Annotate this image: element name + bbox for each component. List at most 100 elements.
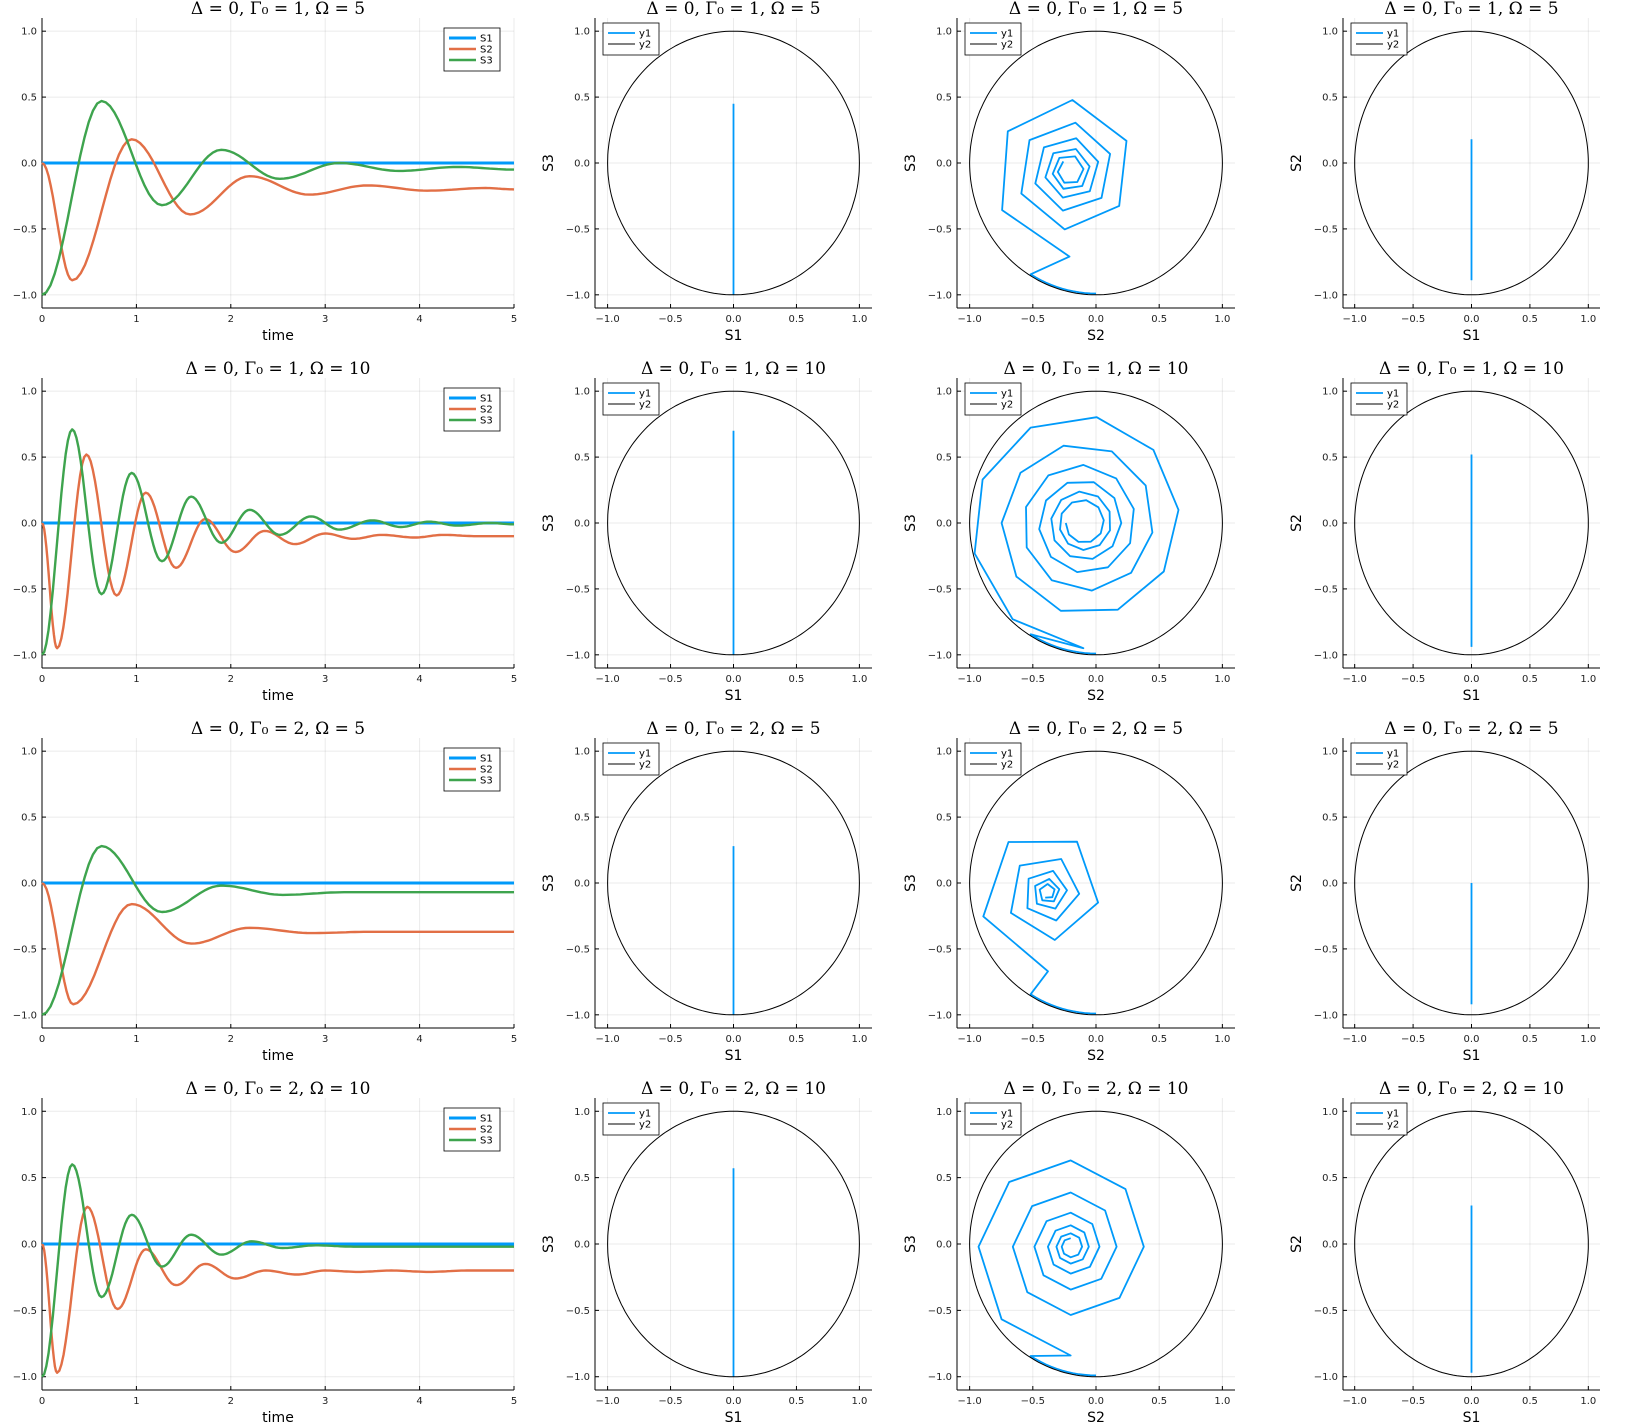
x-tick-label: 2 — [228, 1034, 234, 1045]
legend-label: y1 — [1387, 1109, 1399, 1120]
y-tick-label: 1.0 — [21, 27, 37, 38]
legend-label: y2 — [1001, 400, 1013, 411]
x-tick-label: 3 — [322, 1396, 328, 1407]
x-tick-label: −1.0 — [1343, 314, 1367, 325]
x-axis-label: S2 — [1087, 328, 1105, 344]
x-axis-label: time — [262, 1410, 294, 1426]
legend-box — [964, 382, 1022, 416]
y-tick-label: 0.0 — [1322, 1240, 1338, 1251]
y-tick-label: 0.5 — [21, 453, 37, 464]
y-tick-label: 1.0 — [21, 1107, 37, 1118]
x-axis-label: time — [262, 688, 294, 704]
panel-r4c4: Δ = 0, Γ₀ = 2, Ω = 10 −1.0 −0.5 0.0 0.5 1.0 −1… — [1289, 1079, 1600, 1426]
panel-r4c1: Δ = 0, Γ₀ = 2, Ω = 10 0 1 2 3 4 5 −1.0 −0.5 0.0 0.… — [13, 1079, 517, 1426]
x-axis-label: time — [262, 328, 294, 344]
y-tick-label: 0.5 — [1322, 1173, 1338, 1184]
x-tick-label: 0.5 — [1522, 1396, 1538, 1407]
x-axis-label: S2 — [1087, 1410, 1105, 1426]
x-tick-label: 3 — [322, 1034, 328, 1045]
x-tick-label: −0.5 — [1401, 674, 1425, 685]
x-tick-label: −1.0 — [1343, 1396, 1367, 1407]
legend-label: y2 — [639, 760, 651, 771]
legend-label: S2 — [480, 1125, 493, 1136]
legend-label: y1 — [1387, 29, 1399, 40]
legend-label: S2 — [480, 765, 493, 776]
panel-title: Δ = 0, Γ₀ = 1, Ω = 5 — [1384, 0, 1558, 19]
legend-label: y1 — [639, 749, 651, 760]
x-tick-label: 0.5 — [1522, 314, 1538, 325]
x-tick-label: −1.0 — [957, 1396, 981, 1407]
legend-box — [602, 382, 660, 416]
x-tick-label: −0.5 — [1021, 674, 1045, 685]
x-tick-label: 0.5 — [1151, 674, 1167, 685]
y-tick-label: 0.5 — [574, 1173, 590, 1184]
y-tick-label: 0.0 — [1322, 159, 1338, 170]
x-tick-label: −0.5 — [1401, 314, 1425, 325]
x-tick-label: 0.5 — [789, 1396, 805, 1407]
panel-title: Δ = 0, Γ₀ = 2, Ω = 10 — [641, 1079, 826, 1099]
y-axis-label: S2 — [1289, 874, 1305, 892]
x-axis-label: S2 — [1087, 1048, 1105, 1064]
y-axis-label: S3 — [903, 1235, 919, 1253]
x-tick-label: 0 — [39, 674, 45, 685]
y-tick-label: −0.5 — [928, 584, 952, 595]
y-tick-label: 0.0 — [21, 879, 37, 890]
y-tick-label: 0.0 — [574, 519, 590, 530]
y-tick-label: −0.5 — [928, 1306, 952, 1317]
x-tick-label: 1.0 — [1214, 1034, 1230, 1045]
y-tick-label: 1.0 — [936, 747, 952, 758]
x-tick-label: 1.0 — [1580, 314, 1596, 325]
panel-r4c3: Δ = 0, Γ₀ = 2, Ω = 10 −1.0 −0.5 0.0 0.5 1.0 −1… — [903, 1079, 1235, 1426]
y-tick-label: −0.5 — [1314, 224, 1338, 235]
legend-label: y2 — [1001, 760, 1013, 771]
series-y2-circle — [969, 30, 1223, 296]
x-axis-label: S1 — [725, 328, 743, 344]
x-tick-label: −0.5 — [658, 1396, 682, 1407]
y-axis-label: S3 — [541, 874, 557, 892]
series-y1-line — [973, 416, 1180, 655]
legend-label: S2 — [480, 45, 493, 56]
y-tick-label: −0.5 — [566, 584, 590, 595]
y-axis-label: S3 — [541, 514, 557, 532]
y-tick-label: 1.0 — [1322, 1107, 1338, 1118]
x-tick-label: 4 — [416, 1034, 422, 1045]
y-tick-label: −0.5 — [566, 1306, 590, 1317]
series-S2-line — [41, 1205, 514, 1374]
y-tick-label: −0.5 — [13, 224, 37, 235]
y-tick-label: 1.0 — [574, 27, 590, 38]
y-tick-label: 1.0 — [21, 387, 37, 398]
y-tick-label: 1.0 — [1322, 387, 1338, 398]
x-tick-label: −1.0 — [1343, 674, 1367, 685]
y-tick-label: 1.0 — [936, 1107, 952, 1118]
y-tick-label: 0.5 — [574, 453, 590, 464]
x-tick-label: 1.0 — [1214, 1396, 1230, 1407]
series-y2-circle — [1354, 750, 1589, 1016]
panel-r1c2: Δ = 0, Γ₀ = 1, Ω = 5 −1.0 −0.5 0.0 0.5 1.0 −1.… — [541, 0, 872, 344]
y-tick-label: −0.5 — [1314, 584, 1338, 595]
legend-label: y1 — [639, 1109, 651, 1120]
y-tick-label: 1.0 — [21, 747, 37, 758]
y-tick-label: 0.5 — [1322, 453, 1338, 464]
y-tick-label: 1.0 — [1322, 27, 1338, 38]
y-tick-label: 0.0 — [21, 519, 37, 530]
legend-label: y1 — [639, 389, 651, 400]
x-tick-label: 1.0 — [1214, 674, 1230, 685]
x-tick-label: −0.5 — [1401, 1034, 1425, 1045]
panel-r1c4: Δ = 0, Γ₀ = 1, Ω = 5 −1.0 −0.5 0.0 0.5 1.0 −1.… — [1289, 0, 1600, 344]
y-tick-label: 0.0 — [21, 1240, 37, 1251]
series-S3-line — [41, 844, 514, 1016]
y-axis-label: S3 — [903, 874, 919, 892]
panel-r4c2: Δ = 0, Γ₀ = 2, Ω = 10 −1.0 −0.5 0.0 0.5 1.0 −1… — [541, 1079, 872, 1426]
series-S2-line — [41, 453, 514, 650]
series-y2-circle — [607, 30, 860, 296]
y-tick-label: −1.0 — [1314, 290, 1338, 301]
y-tick-label: −0.5 — [566, 224, 590, 235]
x-tick-label: −0.5 — [1401, 1396, 1425, 1407]
x-axis-label: S1 — [725, 1048, 743, 1064]
y-tick-label: 1.0 — [574, 747, 590, 758]
x-tick-label: 1.0 — [1214, 314, 1230, 325]
y-axis-label: S2 — [1289, 514, 1305, 532]
y-tick-label: −1.0 — [1314, 1372, 1338, 1383]
